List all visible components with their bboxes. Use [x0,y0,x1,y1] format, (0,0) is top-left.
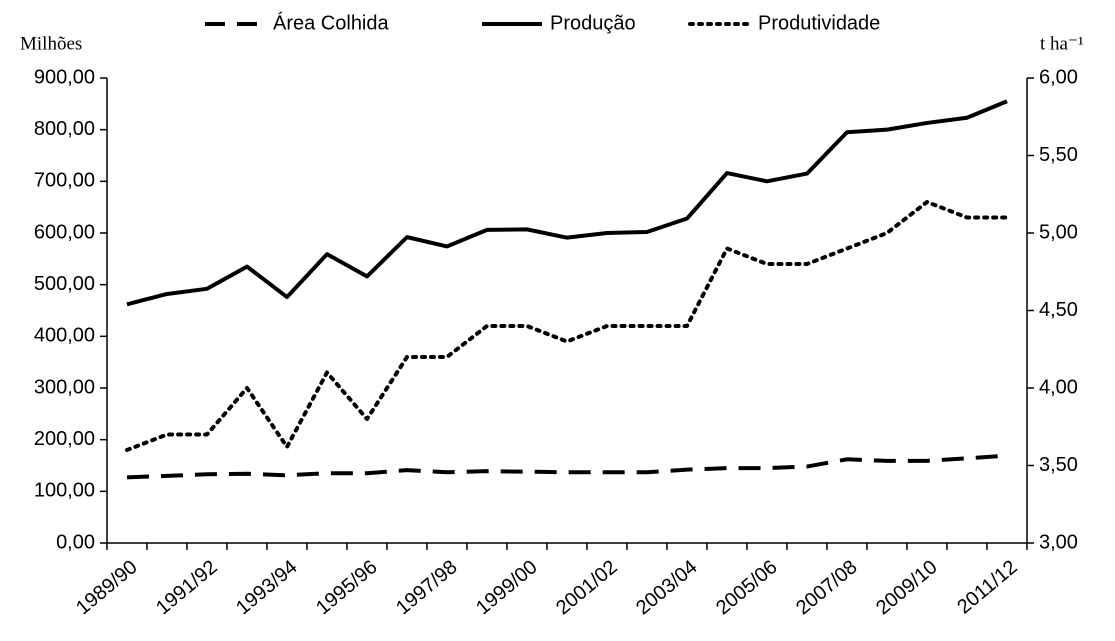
y-tick-label: 100,00 [34,480,95,502]
series-line [126,453,1008,480]
y-tick-label: 300,00 [34,376,95,398]
x-tick-label: 1993/94 [232,556,302,619]
y-tick-label: 900,00 [34,66,95,88]
y2-tick-label: 4,00 [1039,376,1078,398]
x-tick-label: 1999/00 [472,556,542,619]
y2-tick-label: 6,00 [1039,66,1078,88]
legend-label: Produtividade [758,12,880,34]
x-tick-label: 2009/10 [872,556,942,619]
x-tick-label: 1997/98 [392,556,462,619]
y2-tick-label: 3,00 [1039,531,1078,553]
y2-tick-label: 4,50 [1039,299,1078,321]
series-line [126,99,1008,307]
y-axis-label: Milhões [20,33,82,54]
y2-tick-label: 5,00 [1039,221,1078,243]
y2-axis-label: t ha⁻¹ [1040,33,1084,54]
x-tick-label: 2003/04 [632,556,702,619]
y-tick-label: 500,00 [34,273,95,295]
x-tick-label: 1995/96 [312,556,382,619]
y2-tick-label: 3,50 [1039,454,1078,476]
x-tick-label: 2001/02 [552,556,622,619]
y2-tick-label: 5,50 [1039,144,1078,166]
y-tick-label: 0,00 [56,531,95,553]
x-tick-label: 2011/12 [953,556,1021,618]
x-tick-label: 2005/06 [712,556,782,619]
legend-label: Área Colhida [273,11,390,34]
x-tick-label: 1989/90 [72,556,142,619]
x-tick-label: 2007/08 [792,556,862,619]
y-tick-label: 400,00 [34,325,95,347]
series-line [125,200,1009,452]
y-tick-label: 800,00 [34,118,95,140]
y-tick-label: 700,00 [34,170,95,192]
y-tick-label: 200,00 [34,428,95,450]
legend-label: Produção [550,12,636,34]
x-tick-label: 1991/92 [152,556,222,619]
y-tick-label: 600,00 [34,221,95,243]
